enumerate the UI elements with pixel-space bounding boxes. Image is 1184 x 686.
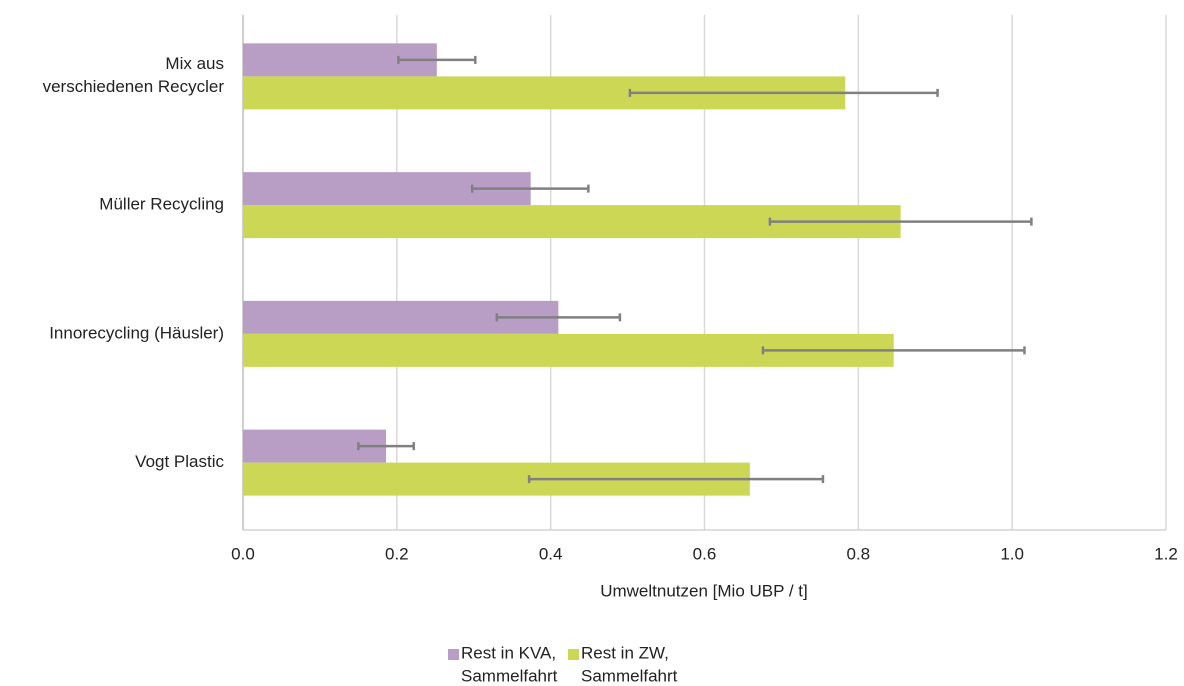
y-tick-label: Innorecycling (Häusler) — [49, 323, 224, 342]
y-tick-label: Müller Recycling — [99, 195, 224, 214]
error-bar — [495, 313, 622, 322]
error-bar — [628, 88, 939, 97]
y-tick-label: Mix aus verschiedenen Recycler — [43, 54, 225, 96]
x-tick-label: 0.6 — [693, 544, 717, 563]
x-tick-label: 0.0 — [231, 544, 255, 563]
x-axis-label: Umweltnutzen [Mio UBP / t] — [600, 581, 808, 600]
legend-label: Rest in ZW, Sammelfahrt — [581, 644, 678, 686]
x-tick-label: 1.0 — [1000, 544, 1024, 563]
legend-label: Rest in KVA, Sammelfahrt — [461, 644, 558, 686]
x-tick-label: 0.8 — [847, 544, 871, 563]
x-tick-label: 0.4 — [539, 544, 563, 563]
error-bar — [470, 184, 590, 193]
error-bar — [527, 475, 825, 484]
legend-swatch — [448, 649, 459, 660]
error-bar — [761, 346, 1026, 355]
error-bar — [357, 442, 416, 451]
y-tick-label: Vogt Plastic — [135, 452, 224, 471]
x-tick-label: 0.2 — [385, 544, 409, 563]
error-bar — [768, 217, 1033, 226]
error-bar — [397, 55, 477, 64]
legend-swatch — [568, 649, 579, 660]
x-tick-label: 1.2 — [1154, 544, 1178, 563]
